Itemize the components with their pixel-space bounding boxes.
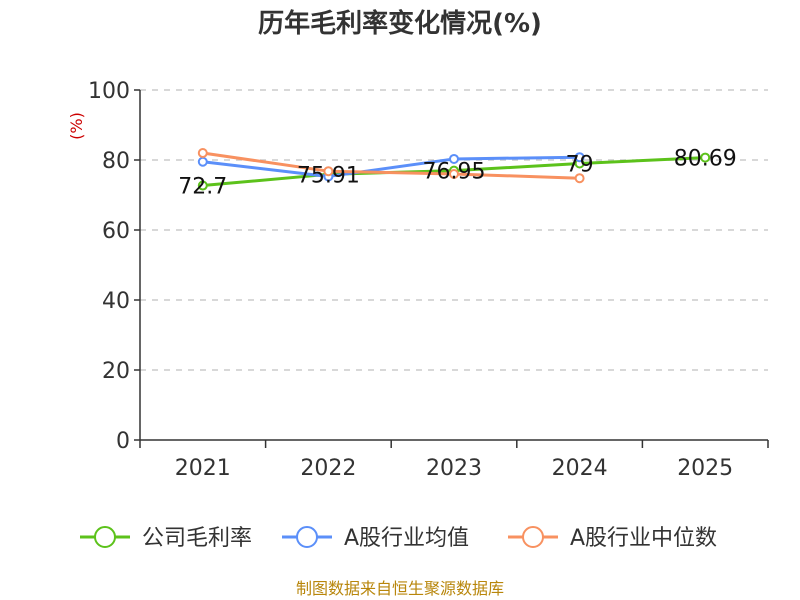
data-point[interactable] (574, 173, 585, 184)
data-label: 75.91 (297, 163, 360, 188)
y-tick-label: 100 (88, 79, 130, 104)
x-tick-label: 2023 (426, 456, 482, 481)
series-lines (197, 148, 711, 191)
series-line (202, 155, 580, 178)
data-point[interactable] (574, 152, 585, 163)
legend-item[interactable]: A股行业均值 (282, 526, 469, 551)
y-tick-label: 0 (116, 429, 130, 454)
x-tick-label: 2025 (677, 456, 733, 481)
data-point[interactable] (700, 152, 711, 163)
chart-title: 历年毛利率变化情况(%) (258, 8, 542, 39)
legend-label: 公司毛利率 (142, 526, 252, 551)
data-point[interactable] (197, 180, 208, 191)
source-note: 制图数据来自恒生聚源数据库 (296, 579, 504, 598)
legend-label: A股行业中位数 (570, 526, 717, 551)
legend-marker-icon (522, 526, 544, 548)
y-tick-label: 20 (102, 359, 130, 384)
data-point[interactable] (323, 166, 334, 177)
data-label: 79 (566, 153, 594, 178)
axes: 0 20 40 60 80 100 2021 2022 2023 2024 2025 (88, 79, 769, 481)
series-line (202, 151, 580, 180)
y-tick-label: 60 (102, 219, 130, 244)
data-label: 72.7 (178, 175, 227, 200)
gridlines (140, 89, 768, 371)
data-point[interactable] (449, 169, 459, 179)
y-tick-label: 40 (102, 289, 130, 314)
legend-marker-icon (296, 526, 318, 548)
data-point[interactable] (449, 153, 459, 164)
x-tick-label: 2022 (300, 456, 356, 481)
legend-marker-icon (94, 526, 116, 548)
legend-label: A股行业均值 (344, 526, 469, 551)
legend-item[interactable]: A股行业中位数 (508, 526, 717, 551)
data-point[interactable] (197, 148, 208, 158)
x-tick-label: 2024 (552, 456, 608, 481)
x-tick-label: 2021 (175, 456, 231, 481)
y-tick-label: 80 (102, 149, 130, 174)
data-label: 76.95 (423, 160, 486, 185)
legend-item[interactable]: 公司毛利率 (80, 526, 252, 551)
legend[interactable]: 公司毛利率 A股行业均值 A股行业中位数 (80, 526, 717, 551)
data-label: 80.69 (674, 147, 737, 172)
data-point[interactable] (197, 156, 208, 167)
data-labels: 72.7 75.91 76.95 79 80.69 (178, 147, 736, 200)
y-axis-label: (%) (67, 112, 86, 140)
